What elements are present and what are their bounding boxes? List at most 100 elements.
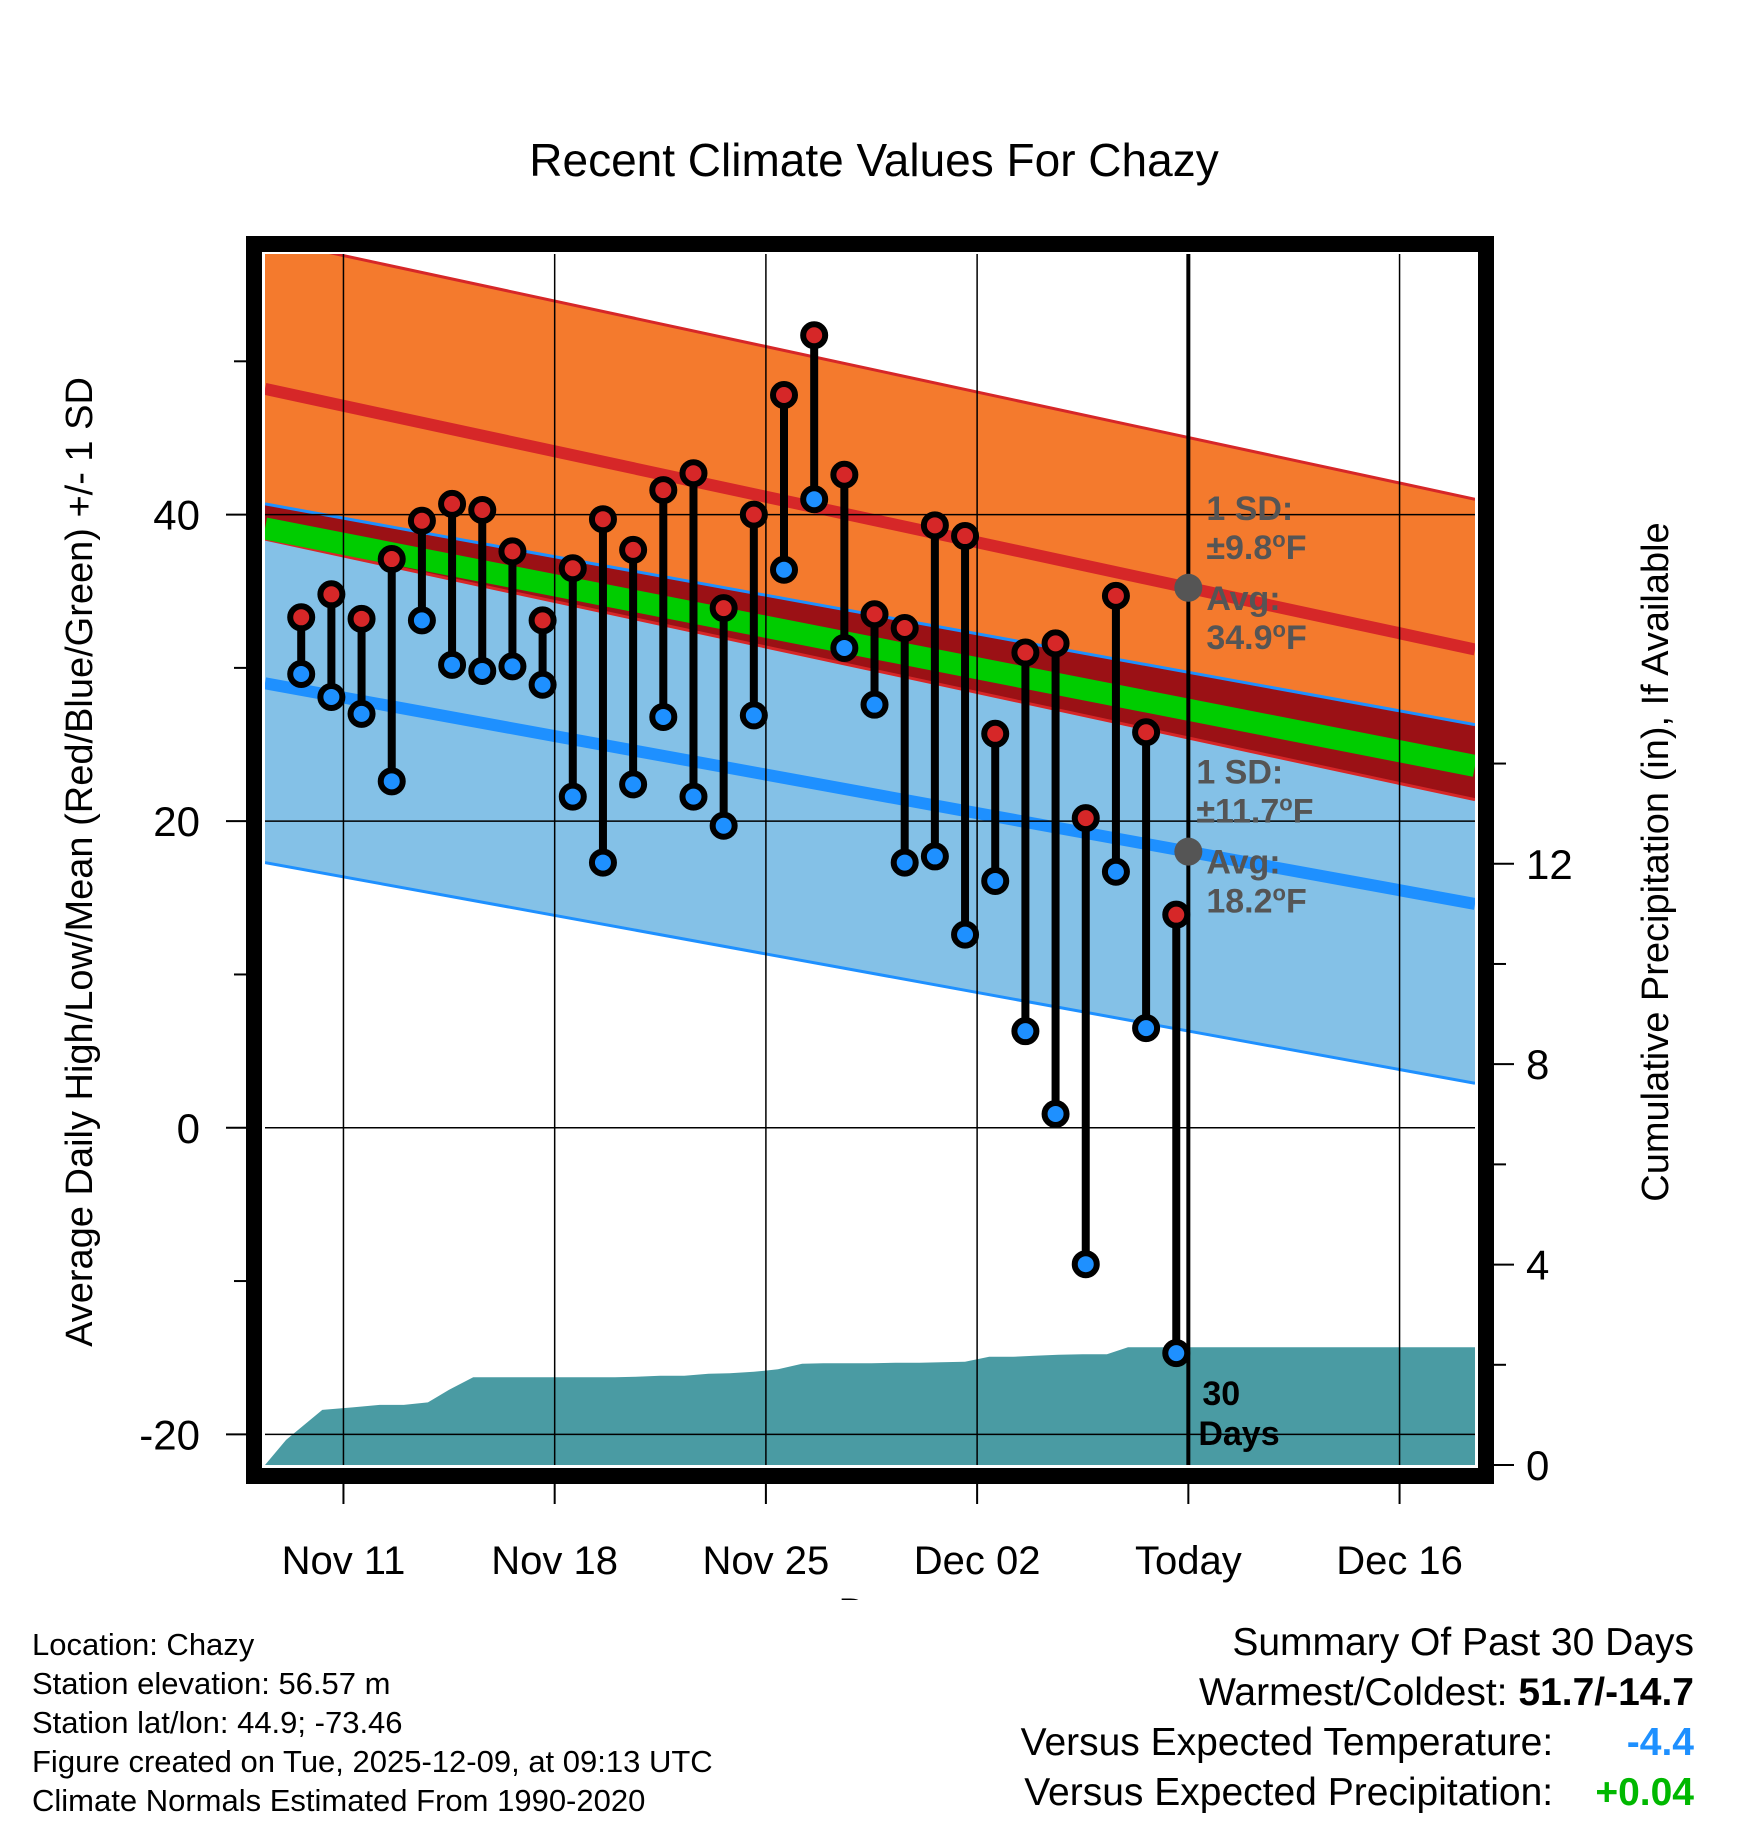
daily-high-point bbox=[528, 606, 557, 635]
daily-high-point bbox=[1011, 638, 1040, 667]
daily-low-point bbox=[1071, 1250, 1100, 1279]
daily-low-point bbox=[377, 767, 406, 796]
days-label-text: Days bbox=[1198, 1415, 1279, 1453]
daily-low-point bbox=[558, 782, 587, 811]
high-band-bottom bbox=[265, 537, 1475, 802]
daily-low-point bbox=[619, 770, 648, 799]
high-sd-label: 1 SD: bbox=[1206, 490, 1293, 528]
daily-high-point bbox=[619, 535, 648, 564]
daily-low-point bbox=[649, 702, 678, 731]
high-avg-value: 34.9oF bbox=[1206, 616, 1306, 657]
daily-low-point bbox=[920, 842, 949, 871]
daily-high-point bbox=[438, 489, 467, 518]
normals-period: Climate Normals Estimated From 1990-2020 bbox=[32, 1783, 646, 1818]
daily-low-point bbox=[498, 652, 527, 681]
daily-high-point bbox=[830, 460, 859, 489]
daily-high-point bbox=[890, 614, 919, 643]
x-tick-label: Today bbox=[1135, 1539, 1242, 1583]
temp-value: -4.4 bbox=[1626, 1721, 1694, 1764]
daily-high-point bbox=[1162, 900, 1191, 929]
daily-low-point bbox=[317, 683, 346, 712]
daily-high-point bbox=[1132, 718, 1161, 747]
plot-frame bbox=[246, 236, 1494, 1484]
low-avg-label: Avg: bbox=[1206, 844, 1280, 882]
daily-high-point bbox=[347, 604, 376, 633]
summary-title: Summary Of Past 30 Days bbox=[1232, 1621, 1694, 1664]
daily-low-point bbox=[981, 866, 1010, 895]
daily-high-point bbox=[287, 603, 316, 632]
summary-panel: Summary Of Past 30 Days Warmest/Coldest:… bbox=[1021, 1618, 1694, 1818]
daily-high-point bbox=[1071, 804, 1100, 833]
temp-label: Versus Expected Temperature: bbox=[1020, 1721, 1554, 1764]
axis-labels: Day Average Daily High/Low/Mean (Red/Blu… bbox=[59, 377, 1677, 1600]
x-tick-label: Nov 18 bbox=[491, 1539, 618, 1583]
daily-high-point bbox=[317, 580, 346, 609]
low-avg-marker bbox=[1174, 837, 1203, 866]
daily-low-point bbox=[951, 920, 980, 949]
daily-high-point bbox=[377, 545, 406, 574]
daily-low-point bbox=[739, 701, 768, 730]
daily-low-point bbox=[1041, 1099, 1070, 1128]
high-avg-marker bbox=[1174, 573, 1203, 602]
y-tick-label-left: -20 bbox=[139, 1411, 200, 1458]
daily-low-point bbox=[1011, 1017, 1040, 1046]
high-sd-value: ±9.8oF bbox=[1206, 526, 1306, 567]
y-tick-label-right: 12 bbox=[1526, 841, 1573, 888]
daily-low-point bbox=[287, 660, 316, 689]
daily-high-point bbox=[709, 594, 738, 623]
summary-warm-cold: Warmest/Coldest: 51.7/-14.7 bbox=[1021, 1668, 1694, 1718]
daily-low-point bbox=[438, 650, 467, 679]
summary-temp: Versus Expected Temperature: -4.4 bbox=[1021, 1718, 1694, 1768]
station-latlon: Station lat/lon: 44.9; -73.46 bbox=[32, 1705, 403, 1740]
daily-low-point bbox=[528, 670, 557, 699]
mean-line bbox=[265, 517, 1475, 777]
high-avg-label: Avg: bbox=[1206, 580, 1280, 618]
x-axis-label: Day bbox=[838, 1591, 909, 1600]
low-avg-line bbox=[265, 677, 1475, 910]
daily-low-point bbox=[347, 699, 376, 728]
y-tick-label-left: 40 bbox=[153, 492, 200, 539]
daily-low-point bbox=[709, 811, 738, 840]
y-tick-label-left: 20 bbox=[153, 798, 200, 845]
precip-value: +0.04 bbox=[1595, 1771, 1694, 1814]
warm-cold-label: Warmest/Coldest: bbox=[1199, 1671, 1508, 1714]
daily-low-point bbox=[1132, 1014, 1161, 1043]
y-tick-label-right: 8 bbox=[1526, 1041, 1549, 1088]
climate-chart: Recent Climate Values For Chazy 1 SD:±9.… bbox=[59, 134, 1677, 1600]
station-location: Location: Chazy bbox=[32, 1627, 255, 1662]
daily-high-point bbox=[498, 537, 527, 566]
y-tick-label-left: 0 bbox=[177, 1105, 200, 1152]
daily-low-point bbox=[1101, 857, 1130, 886]
y-tick-label-right: 0 bbox=[1526, 1442, 1549, 1489]
low-sd-label: 1 SD: bbox=[1196, 754, 1283, 792]
station-elevation: Station elevation: 56.57 m bbox=[32, 1666, 391, 1701]
warm-cold-value: 51.7/-14.7 bbox=[1518, 1671, 1694, 1714]
daily-high-point bbox=[588, 505, 617, 534]
low-sd-value: ±11.7oF bbox=[1196, 790, 1313, 831]
days-label-number: 30 bbox=[1202, 1375, 1240, 1413]
daily-low-point bbox=[679, 782, 708, 811]
daily-low-point bbox=[800, 485, 829, 514]
low-avg-value: 18.2oF bbox=[1206, 880, 1306, 921]
daily-high-point bbox=[800, 321, 829, 350]
daily-low-point bbox=[890, 848, 919, 877]
daily-high-point bbox=[679, 459, 708, 488]
daily-high-point bbox=[981, 719, 1010, 748]
daily-low-point bbox=[407, 606, 436, 635]
high-sd-band bbox=[265, 254, 1475, 800]
x-tick-label: Dec 02 bbox=[914, 1539, 1041, 1583]
figure-created: Figure created on Tue, 2025-12-09, at 09… bbox=[32, 1744, 713, 1779]
daily-high-point bbox=[558, 554, 587, 583]
daily-high-point bbox=[951, 522, 980, 551]
daily-high-point bbox=[1041, 629, 1070, 658]
summary-precip: Versus Expected Precipitation: +0.04 bbox=[1021, 1768, 1694, 1818]
daily-high-point bbox=[739, 500, 768, 529]
daily-low-point bbox=[1162, 1339, 1191, 1368]
x-tick-label: Dec 16 bbox=[1336, 1539, 1463, 1583]
station-info: Location: Chazy Station elevation: 56.57… bbox=[32, 1625, 713, 1820]
daily-high-point bbox=[920, 511, 949, 540]
daily-high-point bbox=[1101, 581, 1130, 610]
y-axis-label-right: Cumulative Precipitation (in), If Availa… bbox=[1635, 522, 1677, 1201]
